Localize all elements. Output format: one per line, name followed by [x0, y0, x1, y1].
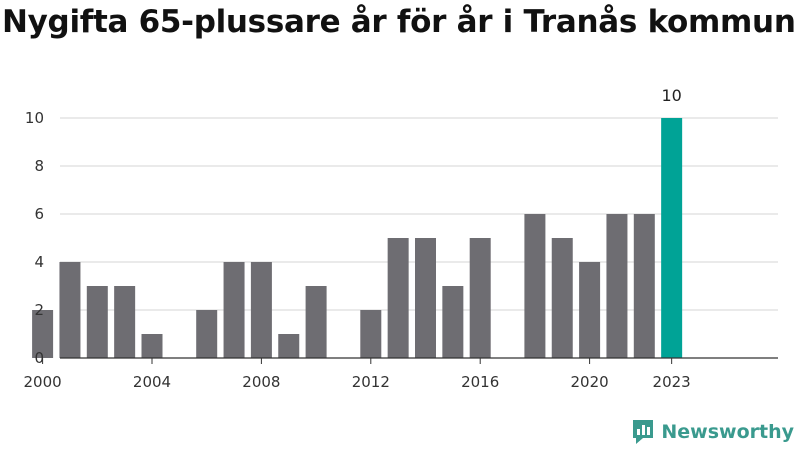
bar-2008 [250, 262, 272, 358]
bar-2022 [633, 214, 655, 358]
bar-2013 [387, 238, 409, 358]
x-tick-label: 2016 [461, 373, 499, 391]
bar-2019 [551, 238, 573, 358]
x-tick-label: 2012 [352, 373, 390, 391]
bar-2014 [415, 238, 436, 358]
bar-2002 [86, 286, 108, 358]
y-tick-label: 0 [34, 349, 44, 367]
y-tick-label: 4 [34, 253, 44, 271]
x-tick-label: 2020 [571, 373, 609, 391]
newsworthy-brand: Newsworthy [631, 418, 794, 446]
bar-2015 [442, 286, 464, 358]
chart-title: Nygifta 65-plussare år för år i Tranås k… [2, 4, 796, 40]
bar-2004 [141, 334, 163, 358]
y-tick-label: 10 [25, 109, 44, 127]
y-tick-label: 6 [34, 205, 44, 223]
bar-2007 [223, 262, 245, 358]
data-label-2023: 10 [661, 86, 681, 105]
bar-2020 [579, 262, 601, 358]
bar-2023 [661, 118, 683, 358]
labels: 0 2 4 6 8 10 2000 2004 2008 2012 2016 2020 2023 10 [24, 86, 691, 391]
y-tick-label: 2 [34, 301, 44, 319]
x-tick-label: 2004 [133, 373, 171, 391]
bars [32, 118, 683, 358]
x-tick-label: 2023 [653, 373, 691, 391]
x-tick-label: 2000 [24, 373, 62, 391]
bar-2006 [196, 310, 218, 358]
bar-2012 [360, 310, 382, 358]
bar-2021 [606, 214, 628, 358]
axes [42, 357, 778, 364]
brand-name: Newsworthy [661, 421, 794, 443]
bar-2009 [278, 334, 300, 358]
bar-2000 [32, 310, 54, 358]
x-tick-label: 2008 [242, 373, 280, 391]
bar-2003 [114, 286, 136, 358]
bar-2010 [305, 286, 327, 358]
bar-2018 [524, 214, 546, 358]
y-tick-label: 8 [34, 157, 44, 175]
bar-2016 [469, 238, 491, 358]
bar-2001 [59, 262, 81, 358]
bar-chart-speech-bubble-icon [633, 420, 654, 444]
